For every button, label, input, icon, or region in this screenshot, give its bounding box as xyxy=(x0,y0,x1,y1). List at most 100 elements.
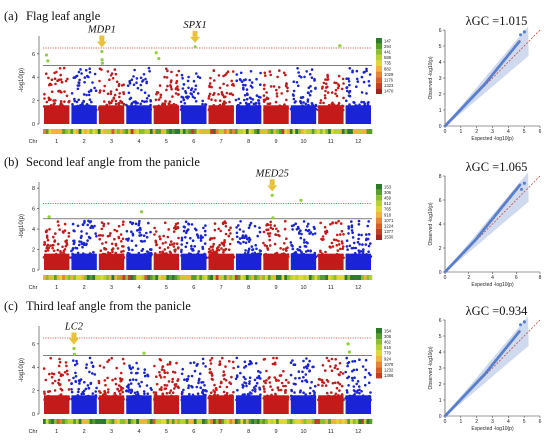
snp-point xyxy=(346,364,349,368)
density-cell xyxy=(136,419,140,424)
density-cell xyxy=(106,419,110,424)
density-cell xyxy=(355,419,359,424)
snp-point xyxy=(106,92,110,96)
snp-point xyxy=(100,68,103,71)
legend-label: 294 xyxy=(384,44,392,49)
snp-point xyxy=(197,106,200,110)
snp-point xyxy=(120,84,124,87)
snp-point xyxy=(265,228,268,232)
snp-point xyxy=(357,108,361,112)
snp-point xyxy=(184,245,188,249)
density-cell xyxy=(240,419,244,424)
legend-label: 770 xyxy=(384,351,392,356)
snp-point xyxy=(158,374,162,377)
snp-point xyxy=(83,380,86,384)
chr-label-6: 6 xyxy=(192,285,195,291)
snp-point xyxy=(335,221,338,225)
snp-point xyxy=(98,91,101,94)
qq-y-tick-label: 6 xyxy=(439,198,442,204)
chr-label-9: 9 xyxy=(274,429,277,435)
snp-point xyxy=(302,366,306,369)
snp-point xyxy=(339,371,343,374)
snp-point xyxy=(164,99,167,103)
snp-point xyxy=(167,380,171,383)
snp-point xyxy=(116,247,120,250)
snp-point xyxy=(365,67,368,71)
density-cell xyxy=(308,275,312,280)
legend-swatch xyxy=(376,54,382,61)
qq-y-tick-label: 5 xyxy=(439,334,442,340)
snp-point xyxy=(195,254,198,257)
snp-point xyxy=(109,90,113,93)
snp-point xyxy=(190,374,194,378)
snp-point xyxy=(110,356,113,360)
snp-point xyxy=(367,372,371,375)
snp-point xyxy=(361,243,364,246)
legend-swatch xyxy=(376,333,382,340)
snp-point xyxy=(298,390,302,394)
density-cell xyxy=(215,129,219,134)
snp-point xyxy=(181,108,185,112)
legend-swatch xyxy=(376,217,382,224)
density-cell xyxy=(163,419,167,424)
snp-point xyxy=(303,238,306,242)
snp-point xyxy=(113,68,117,71)
density-cell xyxy=(254,419,258,424)
snp-point xyxy=(336,381,340,384)
snp-point xyxy=(91,364,95,368)
snp-point xyxy=(90,361,93,364)
significant-snp-point xyxy=(270,193,274,197)
snp-point xyxy=(186,377,190,381)
snp-point xyxy=(311,103,314,106)
snp-point xyxy=(190,244,193,248)
snp-point xyxy=(90,398,93,402)
snp-point xyxy=(42,367,46,370)
snp-point xyxy=(154,98,158,102)
snp-point xyxy=(139,83,143,87)
density-cell xyxy=(341,129,345,134)
snp-point xyxy=(326,78,330,81)
snp-point xyxy=(236,388,239,392)
snp-point xyxy=(190,87,194,90)
snp-point xyxy=(329,246,332,249)
snp-point xyxy=(135,393,138,397)
snp-point xyxy=(291,359,294,362)
snp-point xyxy=(159,96,162,99)
density-cell xyxy=(226,275,230,280)
snp-point xyxy=(228,100,231,104)
qq-confidence-band xyxy=(445,26,529,127)
density-cell xyxy=(352,419,356,424)
snp-point xyxy=(332,103,336,106)
density-cell xyxy=(149,275,153,280)
density-cell xyxy=(232,419,236,424)
snp-point xyxy=(163,375,166,379)
snp-point xyxy=(127,248,131,251)
snp-point xyxy=(225,91,229,95)
snp-point xyxy=(235,231,239,235)
snp-point xyxy=(357,385,361,388)
snp-point xyxy=(111,77,115,80)
snp-point xyxy=(59,78,63,81)
snp-point xyxy=(101,252,105,256)
snp-point xyxy=(153,393,157,397)
snp-point xyxy=(158,235,161,238)
snp-point xyxy=(80,103,84,107)
qq-y-tick-label: 1 xyxy=(439,108,442,114)
snp-point xyxy=(172,105,176,109)
legend-swatch xyxy=(376,82,382,89)
density-cell xyxy=(180,275,184,280)
snp-point xyxy=(348,89,352,93)
density-cell xyxy=(177,129,181,134)
snp-point xyxy=(248,108,252,112)
snp-point xyxy=(285,98,288,102)
snp-point xyxy=(231,108,234,111)
density-cell xyxy=(64,129,68,134)
density-cell xyxy=(75,275,79,280)
snp-point xyxy=(345,86,349,89)
density-cell xyxy=(361,275,364,280)
snp-point xyxy=(301,95,305,99)
y-tick-label: 6 xyxy=(32,342,35,348)
snp-point xyxy=(227,228,231,232)
snp-point xyxy=(247,240,251,243)
